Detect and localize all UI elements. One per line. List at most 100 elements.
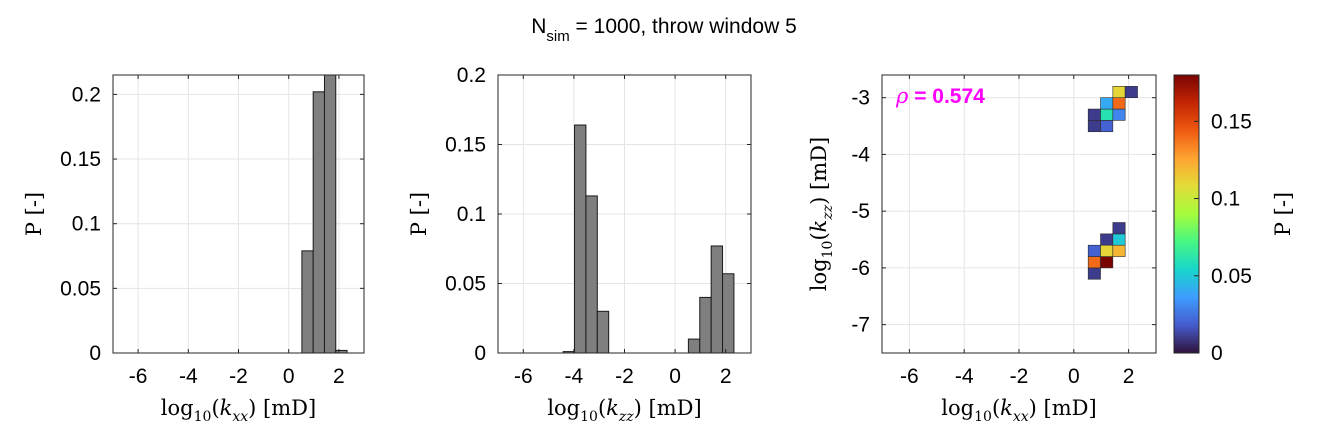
heatmap-cell	[1100, 120, 1114, 133]
heatmap-cell	[1112, 97, 1126, 110]
y-axis-label: P [-]	[407, 192, 431, 236]
x-axis-label: log10(kzz) [mD]	[547, 396, 701, 425]
x-axis-label-varsub: xx	[232, 409, 248, 425]
heatmap-cell	[1112, 233, 1126, 246]
x-tick-label: -4	[179, 365, 198, 388]
x-axis-label-unit: ) [mD]	[248, 396, 316, 420]
y-tick-label: -7	[851, 314, 870, 337]
heatmap-cell	[1087, 267, 1101, 280]
histogram-bar	[585, 195, 598, 354]
x-tick-label: 2	[1123, 365, 1135, 388]
y-tick-label: -6	[851, 257, 870, 280]
x-tick-label: 2	[333, 365, 345, 388]
heatmap-cell	[1112, 86, 1126, 98]
colorbar-tick-label: 0	[1211, 342, 1223, 365]
x-tick-label: -2	[1010, 365, 1029, 388]
y-tick-label: 0.1	[457, 203, 486, 226]
panel-middle: -6 -4 -2 0 2 0 0.05 0.1 0.15 0.2 log10(kzz) [mD] P …	[407, 64, 752, 425]
y-axis-label: log10(kzz) [mD]	[807, 137, 836, 291]
y-axis-label-sub: 10	[820, 241, 836, 259]
x-axis-label-sub: 10	[974, 409, 992, 425]
figure-title-rest: = 1000, throw window 5	[570, 15, 797, 38]
heatmap-cell	[1112, 244, 1126, 257]
colorbar: 0 0.05 0.1 0.15 P [-]	[1173, 74, 1295, 365]
histogram-bar	[722, 273, 735, 354]
x-tick-label: -6	[129, 365, 148, 388]
y-axis-label-paren-open: (	[807, 232, 831, 240]
x-axis-label-paren-open: (	[211, 396, 219, 420]
colorbar-label: P [-]	[1271, 192, 1295, 236]
x-axis-label-log: log	[547, 396, 580, 420]
y-tick-label: 0.15	[60, 148, 101, 171]
heatmap-cell	[1100, 256, 1114, 269]
y-tick-label: -4	[851, 143, 870, 166]
y-axis-label: P [-]	[22, 192, 46, 236]
y-tick-label: 0	[89, 342, 101, 365]
x-axis-label-paren-open: (	[598, 396, 606, 420]
x-tick-label: 0	[669, 365, 681, 388]
x-axis-label-log: log	[161, 396, 194, 420]
heatmap-cell	[1087, 256, 1101, 269]
x-axis-label-unit: ) [mD]	[634, 396, 702, 420]
histogram-bar	[596, 310, 610, 354]
colorbar-tick-label: 0.1	[1211, 188, 1240, 211]
histogram-bar	[301, 250, 314, 354]
x-axis-label-sub: 10	[580, 409, 598, 425]
x-tick-label: 0	[1068, 365, 1080, 388]
y-tick-label: 0.05	[445, 273, 486, 296]
histogram-bar	[699, 296, 712, 354]
y-tick-label: -3	[851, 87, 870, 110]
figure-title: Nsim = 1000, throw window 5	[531, 15, 797, 45]
histogram-bar	[323, 74, 337, 354]
heatmap-cell	[1124, 86, 1138, 98]
y-axis-label-log: log	[807, 258, 831, 291]
panel-left: -6 -4 -2 0 2 0 0.05 0.1 0.15 0.2 log10(kxx) [mD] P …	[22, 74, 365, 425]
x-axis-label-var: k	[606, 396, 619, 420]
x-axis-label-varsub: xx	[1013, 409, 1029, 425]
y-tick-label: 0.2	[457, 64, 486, 87]
x-axis-label-sub: 10	[194, 409, 212, 425]
x-axis-label-log: log	[941, 396, 974, 420]
heatmap-cell	[1087, 244, 1101, 257]
x-axis-label: log10(kxx) [mD]	[941, 396, 1096, 425]
x-tick-label: -4	[565, 365, 584, 388]
x-tick-label: 2	[720, 365, 732, 388]
heatmap-cell	[1100, 244, 1114, 257]
y-tick-label: -5	[851, 200, 870, 223]
histogram-bar	[312, 91, 325, 354]
rho-annotation: ρ = 0.574	[895, 84, 985, 108]
x-tick-label: -6	[900, 365, 919, 388]
x-tick-label: 0	[283, 365, 295, 388]
heatmap-cell	[1100, 108, 1114, 121]
x-axis-label-unit: ) [mD]	[1029, 396, 1097, 420]
x-tick-label: -4	[955, 365, 974, 388]
x-axis-label-paren-open: (	[992, 396, 1000, 420]
colorbar-bar	[1173, 74, 1200, 354]
histogram-bar	[710, 245, 724, 354]
heatmap-cell	[1100, 233, 1114, 246]
x-axis-label-varsub: zz	[618, 409, 634, 425]
heatmap-cell	[1112, 222, 1126, 235]
x-axis-label-var: k	[220, 396, 233, 420]
heatmap-cell	[1112, 108, 1126, 121]
x-axis-label-var: k	[1000, 396, 1013, 420]
x-tick-label: -6	[514, 365, 533, 388]
y-tick-label: 0	[474, 342, 486, 365]
heatmap-cell	[1100, 97, 1114, 110]
x-tick-label: -2	[615, 365, 634, 388]
rho-value: = 0.574	[908, 85, 985, 108]
y-tick-label: 0.2	[72, 83, 101, 106]
heatmap-cell	[1087, 108, 1101, 121]
figure-title-sub: sim	[546, 28, 569, 45]
heatmap-cell	[1087, 120, 1101, 133]
x-tick-label: -2	[229, 365, 248, 388]
colorbar-tick-label: 0.15	[1211, 110, 1252, 133]
rho-symbol: ρ	[895, 84, 909, 108]
y-axis-label-var: k	[807, 220, 831, 233]
y-axis-label-varsub: zz	[820, 204, 836, 220]
y-axis-label-unit: ) [mD]	[807, 137, 831, 205]
colorbar-tick-label: 0.05	[1211, 265, 1252, 288]
y-tick-label: 0.05	[60, 277, 101, 300]
